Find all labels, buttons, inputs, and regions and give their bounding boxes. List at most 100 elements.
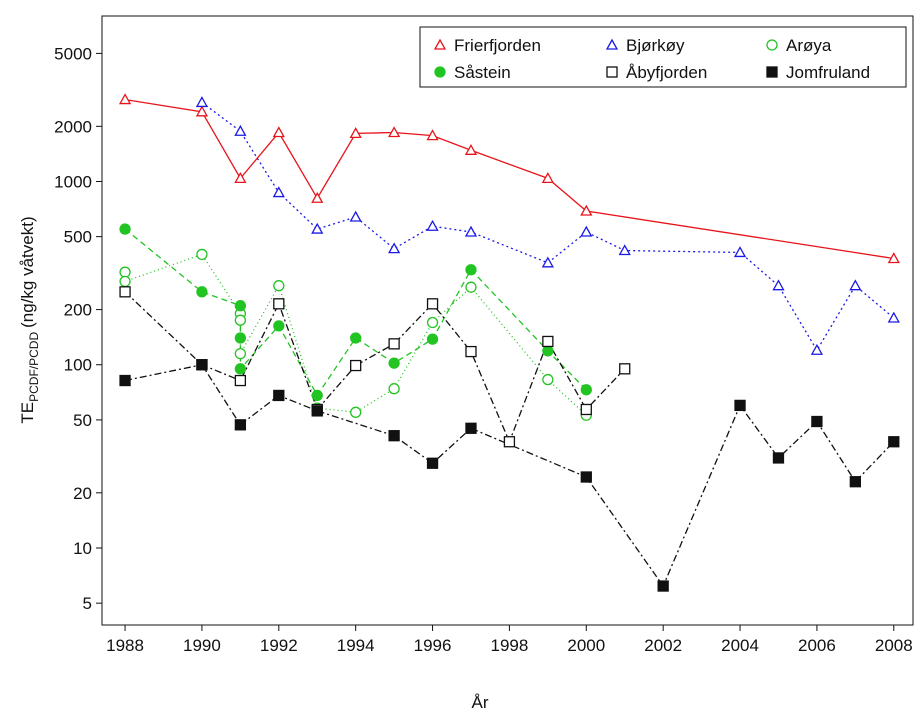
x-tick-label: 2008 (875, 636, 913, 655)
data-point (426, 298, 439, 310)
x-axis-label: År (472, 693, 489, 712)
x-tick-label: 1990 (183, 636, 221, 655)
data-point (119, 223, 131, 235)
data-point (465, 281, 477, 293)
data-point (580, 384, 592, 396)
data-point (350, 359, 362, 372)
data-point (234, 124, 247, 136)
y-axis-label: TEPCDF/PCDD (ng/kg våtvekt) (18, 216, 41, 423)
legend-label: Åbyfjorden (626, 63, 707, 82)
data-point (657, 580, 669, 592)
data-point (772, 279, 785, 291)
data-point (196, 359, 208, 371)
data-point (580, 403, 592, 416)
data-point (234, 172, 247, 184)
x-tick-label: 2006 (798, 636, 836, 655)
data-point (580, 204, 593, 216)
data-point (350, 406, 362, 418)
data-point (849, 279, 862, 291)
data-point (465, 264, 477, 276)
data-point (733, 246, 747, 258)
data-point (388, 126, 401, 138)
data-point (426, 219, 439, 231)
data-point (388, 357, 400, 369)
data-point (311, 222, 324, 234)
y-tick-label: 50 (73, 411, 92, 430)
x-tick-label: 2000 (567, 636, 605, 655)
data-point (426, 333, 439, 345)
legend: Frierfjorden Bjørkøy Arøya Såstein Åbyfjorde… (419, 26, 907, 88)
legend-label: Frierfjorden (454, 36, 541, 55)
data-point (195, 105, 209, 117)
y-tick-label: 1000 (54, 172, 92, 191)
data-point (426, 316, 439, 329)
data-point (388, 242, 401, 254)
series-line (124, 98, 894, 260)
data-point (811, 415, 823, 428)
x-tick-label: 1998 (491, 636, 529, 655)
y-tick-label: 100 (64, 356, 92, 375)
data-point (542, 335, 554, 348)
x-tick-label: 1992 (260, 636, 298, 655)
x-tick-label: 1988 (106, 636, 144, 655)
legend-marker (606, 66, 618, 78)
data-point (311, 405, 323, 417)
data-point (234, 300, 247, 312)
data-point (541, 256, 554, 268)
data-point (541, 172, 554, 184)
data-point (349, 127, 362, 139)
data-point (426, 129, 439, 141)
data-point (349, 210, 362, 222)
data-point (887, 311, 900, 323)
x-tick-label: 1994 (337, 636, 375, 655)
legend-label: Såstein (454, 63, 511, 82)
data-point (234, 347, 247, 360)
data-point (388, 338, 400, 350)
data-point (196, 248, 208, 261)
y-label-sub: PCDF/PCDD (27, 332, 41, 402)
data-point (465, 422, 477, 434)
data-point (234, 332, 247, 344)
data-point (772, 452, 785, 464)
data-point (234, 374, 247, 387)
data-point (388, 383, 400, 395)
legend-marker (605, 38, 619, 50)
data-point (119, 286, 131, 298)
data-point (234, 419, 247, 431)
x-tick-label: 1996 (414, 636, 452, 655)
legend-marker (766, 39, 778, 51)
data-point (849, 476, 861, 488)
y-tick-label: 5 (83, 594, 92, 613)
data-point (273, 320, 285, 332)
data-point (119, 266, 131, 278)
data-point (273, 389, 285, 402)
data-point (580, 225, 593, 237)
data-point (195, 96, 209, 108)
y-tick-label: 200 (64, 301, 92, 320)
x-tick-label: 2004 (721, 636, 759, 655)
legend-label: Arøya (786, 36, 832, 55)
legend-marker (434, 66, 446, 78)
data-point (119, 374, 131, 387)
data-point (464, 225, 478, 237)
data-point (503, 436, 516, 448)
y-tick-label: 2000 (54, 117, 92, 136)
data-point (542, 345, 554, 357)
data-point (888, 436, 900, 448)
y-tick-label: 10 (73, 539, 92, 558)
y-tick-label: 20 (73, 484, 92, 503)
y-tick-label: 5000 (54, 44, 92, 63)
legend-label: Jomfruland (786, 63, 870, 82)
data-point (234, 314, 247, 326)
data-point (426, 457, 439, 469)
data-point (234, 363, 247, 375)
x-tick-label: 2002 (644, 636, 682, 655)
data-point (464, 143, 478, 155)
legend-label: Bjørkøy (626, 36, 685, 55)
data-point (311, 389, 323, 402)
legend-box (419, 26, 907, 88)
data-point (619, 363, 631, 375)
series-line (201, 101, 895, 352)
data-point (196, 286, 208, 298)
data-point (118, 93, 132, 105)
